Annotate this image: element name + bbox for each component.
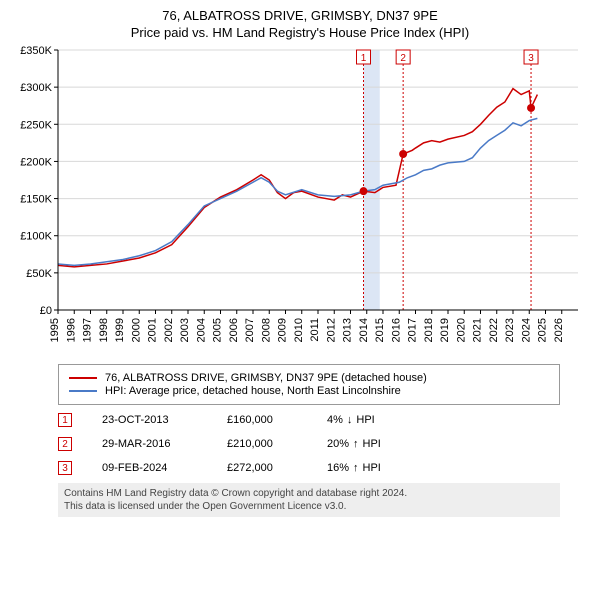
svg-text:2: 2: [400, 53, 406, 64]
svg-text:2004: 2004: [195, 318, 207, 342]
event-diff-pct: 16%: [327, 462, 349, 474]
event-number: 2: [58, 437, 72, 451]
svg-text:2009: 2009: [277, 318, 289, 342]
license-line2: This data is licensed under the Open Gov…: [64, 500, 554, 513]
svg-text:2017: 2017: [407, 318, 419, 342]
svg-text:1998: 1998: [98, 318, 110, 342]
legend-label: 76, ALBATROSS DRIVE, GRIMSBY, DN37 9PE (…: [105, 372, 427, 384]
svg-text:2005: 2005: [212, 318, 224, 342]
event-row: 2 29-MAR-2016 £210,000 20% ↑ HPI: [58, 435, 590, 453]
legend-swatch: [69, 377, 97, 379]
svg-text:2013: 2013: [342, 318, 354, 342]
event-diff: 4% ↓ HPI: [327, 414, 375, 426]
svg-text:£300K: £300K: [20, 82, 52, 94]
event-row: 3 09-FEB-2024 £272,000 16% ↑ HPI: [58, 459, 590, 477]
svg-text:2014: 2014: [358, 318, 370, 342]
svg-text:2010: 2010: [293, 318, 305, 342]
svg-text:£100K: £100K: [20, 231, 52, 243]
svg-text:1: 1: [361, 53, 367, 64]
arrow-icon: ↓: [347, 414, 353, 426]
event-date: 23-OCT-2013: [102, 414, 197, 426]
license-line1: Contains HM Land Registry data © Crown c…: [64, 487, 554, 500]
svg-text:1999: 1999: [114, 318, 126, 342]
svg-text:2006: 2006: [228, 318, 240, 342]
legend-label: HPI: Average price, detached house, Nort…: [105, 385, 401, 397]
svg-text:2015: 2015: [374, 318, 386, 342]
svg-text:2008: 2008: [260, 318, 272, 342]
svg-text:£0: £0: [40, 305, 52, 317]
arrow-icon: ↑: [353, 438, 359, 450]
svg-text:2011: 2011: [309, 318, 321, 342]
svg-text:2020: 2020: [455, 318, 467, 342]
svg-text:1996: 1996: [65, 318, 77, 342]
svg-text:2025: 2025: [537, 318, 549, 342]
svg-text:1997: 1997: [82, 318, 94, 342]
license-notice: Contains HM Land Registry data © Crown c…: [58, 483, 560, 517]
event-diff-label: HPI: [363, 438, 381, 450]
svg-text:£200K: £200K: [20, 156, 52, 168]
svg-text:3: 3: [528, 53, 534, 64]
svg-text:2007: 2007: [244, 318, 256, 342]
svg-text:£50K: £50K: [26, 268, 52, 280]
event-number: 1: [58, 413, 72, 427]
svg-text:2012: 2012: [325, 318, 337, 342]
event-price: £160,000: [227, 414, 297, 426]
event-diff-pct: 4%: [327, 414, 343, 426]
svg-text:2002: 2002: [163, 318, 175, 342]
svg-text:2003: 2003: [179, 318, 191, 342]
event-diff-label: HPI: [363, 462, 381, 474]
event-price: £272,000: [227, 462, 297, 474]
arrow-icon: ↑: [353, 462, 359, 474]
svg-text:1995: 1995: [49, 318, 61, 342]
legend: 76, ALBATROSS DRIVE, GRIMSBY, DN37 9PE (…: [58, 364, 560, 405]
chart-subtitle: Price paid vs. HM Land Registry's House …: [10, 25, 590, 40]
legend-row: 76, ALBATROSS DRIVE, GRIMSBY, DN37 9PE (…: [69, 372, 549, 384]
svg-text:2024: 2024: [520, 318, 532, 342]
chart-svg: £0 £50K £100K £150K £200K £250K £300K £350K 1995…: [10, 40, 590, 360]
svg-text:2022: 2022: [488, 318, 500, 342]
svg-text:2023: 2023: [504, 318, 516, 342]
event-number: 3: [58, 461, 72, 475]
event-price: £210,000: [227, 438, 297, 450]
svg-text:2021: 2021: [472, 318, 484, 342]
svg-text:£250K: £250K: [20, 119, 52, 131]
events-table: 1 23-OCT-2013 £160,000 4% ↓ HPI 2 29-MAR-2016…: [58, 411, 590, 477]
svg-text:£350K: £350K: [20, 45, 52, 57]
event-diff-label: HPI: [356, 414, 374, 426]
chart-area: £0 £50K £100K £150K £200K £250K £300K £350K 1995…: [10, 40, 590, 360]
chart-title: 76, ALBATROSS DRIVE, GRIMSBY, DN37 9PE: [10, 8, 590, 23]
event-diff-pct: 20%: [327, 438, 349, 450]
svg-text:2000: 2000: [130, 318, 142, 342]
event-diff: 16% ↑ HPI: [327, 462, 381, 474]
svg-text:£150K: £150K: [20, 194, 52, 206]
svg-text:2026: 2026: [553, 318, 565, 342]
event-date: 09-FEB-2024: [102, 462, 197, 474]
legend-swatch: [69, 390, 97, 392]
event-date: 29-MAR-2016: [102, 438, 197, 450]
svg-text:2001: 2001: [147, 318, 159, 342]
legend-row: HPI: Average price, detached house, Nort…: [69, 385, 549, 397]
svg-text:2016: 2016: [390, 318, 402, 342]
svg-text:2018: 2018: [423, 318, 435, 342]
event-row: 1 23-OCT-2013 £160,000 4% ↓ HPI: [58, 411, 590, 429]
event-diff: 20% ↑ HPI: [327, 438, 381, 450]
svg-text:2019: 2019: [439, 318, 451, 342]
